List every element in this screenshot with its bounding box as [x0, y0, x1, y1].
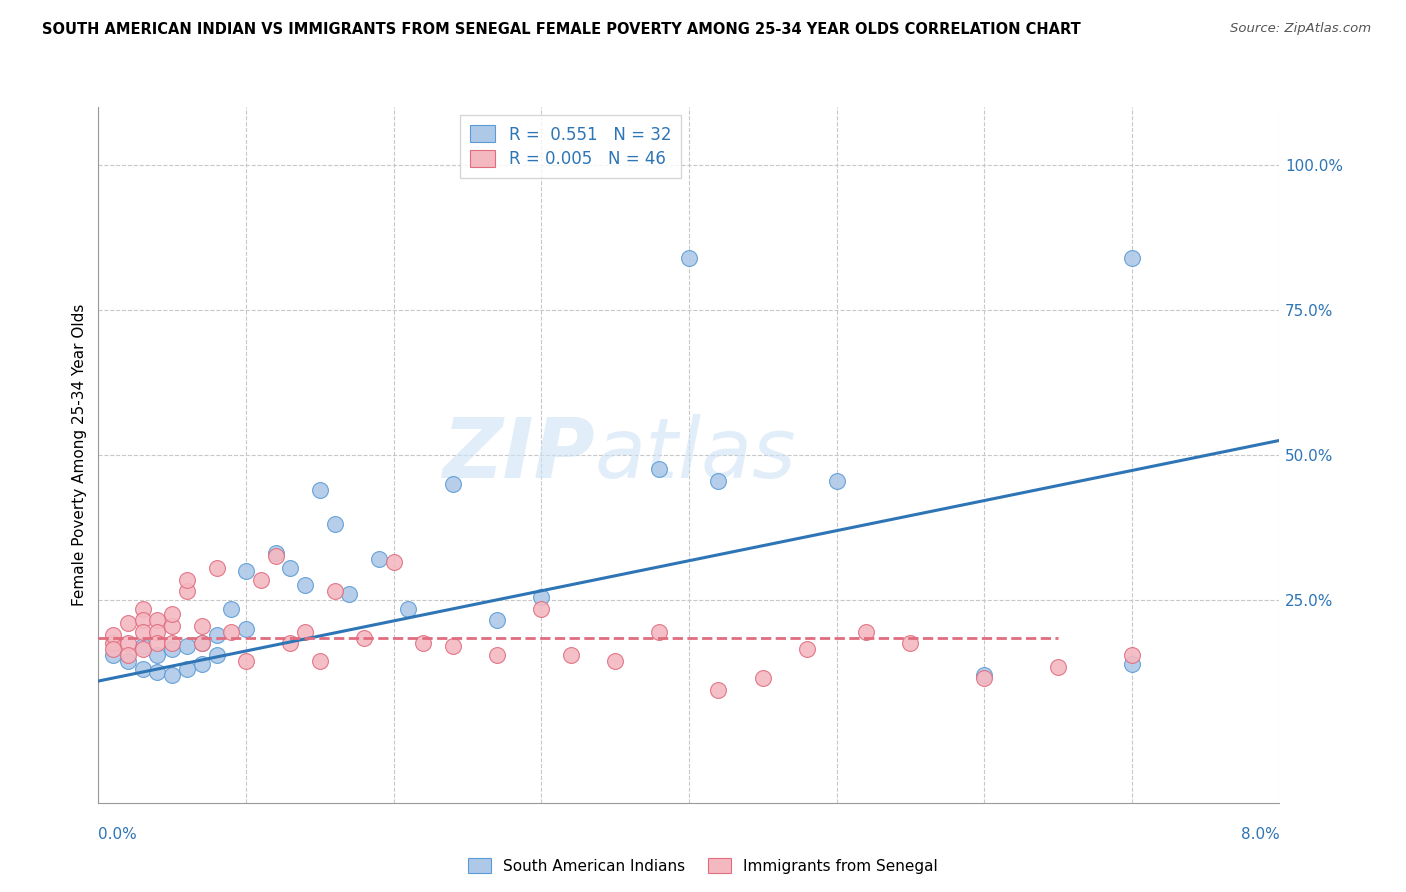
Point [191, 619, 214, 633]
Point [382, 555, 405, 569]
Point [117, 654, 139, 668]
Point [323, 584, 346, 599]
Point [103, 636, 125, 650]
Point [825, 474, 848, 488]
Text: atlas: atlas [595, 415, 796, 495]
Point [1121, 657, 1143, 671]
Point [441, 639, 464, 653]
Point [900, 636, 922, 650]
Point [294, 624, 316, 639]
Point [162, 607, 183, 622]
Point [294, 578, 316, 592]
Point [117, 615, 139, 630]
Point [205, 628, 228, 642]
Point [264, 549, 287, 564]
Point [530, 590, 553, 604]
Point [117, 648, 139, 662]
Point [560, 648, 582, 662]
Point [162, 668, 183, 682]
Point [176, 639, 198, 653]
Text: 8.0%: 8.0% [1240, 827, 1279, 841]
Point [648, 462, 671, 476]
Point [337, 587, 360, 601]
Point [219, 624, 242, 639]
Point [162, 619, 183, 633]
Point [162, 636, 183, 650]
Point [308, 483, 332, 497]
Point [191, 636, 214, 650]
Point [132, 662, 155, 676]
Point [146, 624, 169, 639]
Point [132, 639, 155, 653]
Point [412, 636, 434, 650]
Point [103, 642, 125, 657]
Point [176, 662, 198, 676]
Point [367, 552, 389, 566]
Point [132, 624, 155, 639]
Point [264, 546, 287, 561]
Legend: R =  0.551   N = 32, R = 0.005   N = 46: R = 0.551 N = 32, R = 0.005 N = 46 [460, 115, 682, 178]
Point [308, 654, 332, 668]
Point [707, 682, 730, 697]
Point [855, 624, 877, 639]
Y-axis label: Female Poverty Among 25-34 Year Olds: Female Poverty Among 25-34 Year Olds [72, 304, 87, 606]
Text: SOUTH AMERICAN INDIAN VS IMMIGRANTS FROM SENEGAL FEMALE POVERTY AMONG 25-34 YEAR: SOUTH AMERICAN INDIAN VS IMMIGRANTS FROM… [42, 22, 1081, 37]
Point [235, 654, 257, 668]
Point [441, 476, 464, 491]
Point [117, 636, 139, 650]
Point [191, 657, 214, 671]
Point [973, 668, 995, 682]
Point [162, 642, 183, 657]
Point [146, 613, 169, 627]
Point [278, 636, 302, 650]
Point [485, 648, 508, 662]
Text: ZIP: ZIP [441, 415, 595, 495]
Point [235, 564, 257, 578]
Legend: South American Indians, Immigrants from Senegal: South American Indians, Immigrants from … [461, 852, 945, 880]
Point [648, 624, 671, 639]
Point [485, 613, 508, 627]
Point [235, 622, 257, 636]
Point [103, 648, 125, 662]
Point [796, 642, 818, 657]
Point [973, 671, 995, 685]
Point [176, 584, 198, 599]
Point [530, 601, 553, 615]
Point [605, 654, 627, 668]
Point [132, 642, 155, 657]
Point [323, 517, 346, 532]
Point [219, 601, 242, 615]
Point [191, 636, 214, 650]
Point [1121, 648, 1143, 662]
Point [250, 573, 273, 587]
Point [278, 561, 302, 575]
Point [146, 648, 169, 662]
Point [396, 601, 419, 615]
Point [103, 628, 125, 642]
Point [707, 474, 730, 488]
Point [1121, 251, 1143, 265]
Point [353, 631, 375, 645]
Point [132, 601, 155, 615]
Point [146, 665, 169, 680]
Text: Source: ZipAtlas.com: Source: ZipAtlas.com [1230, 22, 1371, 36]
Point [132, 613, 155, 627]
Point [176, 573, 198, 587]
Point [678, 251, 700, 265]
Point [205, 648, 228, 662]
Point [146, 636, 169, 650]
Point [205, 561, 228, 575]
Text: 0.0%: 0.0% [98, 827, 138, 841]
Point [1046, 659, 1069, 673]
Point [751, 671, 773, 685]
